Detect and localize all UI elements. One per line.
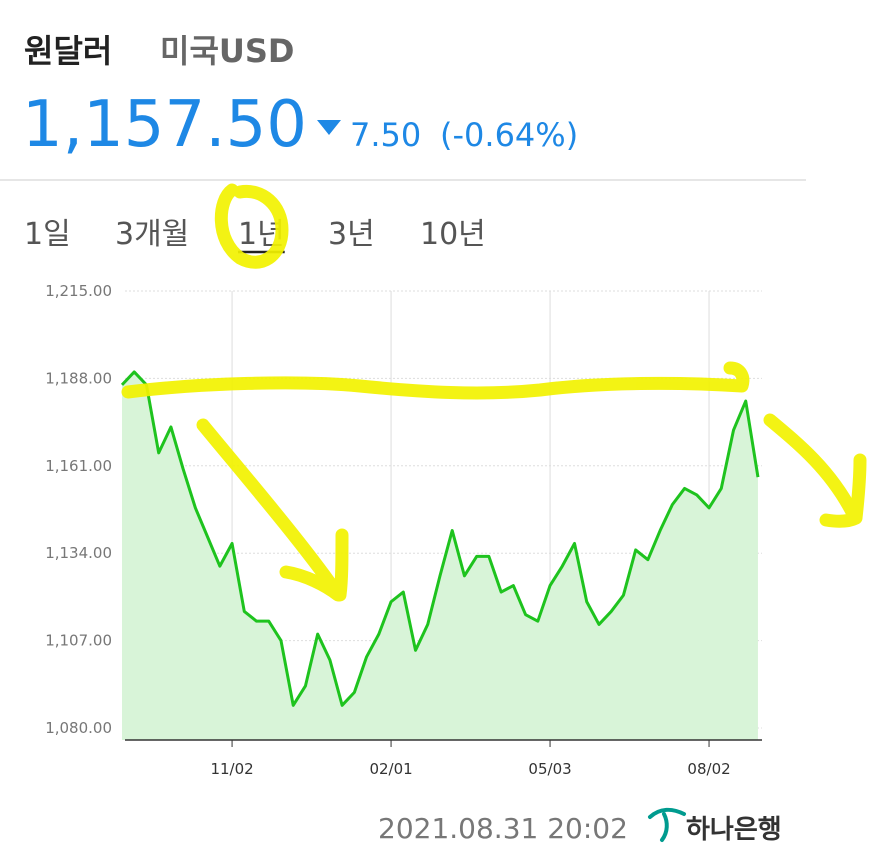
tab[interactable]: 3개월 [115,217,189,252]
subtitle: 미국USD [160,32,294,70]
line [120,370,760,707]
x-tick-label: 11/02 [210,760,253,778]
change-percent: (-0.64%) [440,116,578,154]
tab-bar: 1일 3개월 1년 3년 10년 [24,217,486,254]
y-tick-label: 1,215.00 [45,282,112,300]
area [122,371,758,740]
x-tick-label: 02/01 [369,760,412,778]
price: 1,157.50 [22,88,307,162]
y-tick-label: 1,107.00 [45,632,112,650]
x-tick-label: 08/02 [687,760,730,778]
y-tick-label: 1,188.00 [45,369,112,387]
highlight-arrow [196,418,349,602]
y-tick-label: 1,080.00 [45,719,112,737]
chart: 1,080.00 1,107.00 1,134.00 1,161.00 1,188.00… [45,282,762,778]
tab[interactable]: 10년 [420,217,486,252]
tab[interactable]: 3년 [328,217,375,252]
y-tick-label: 1,134.00 [45,544,112,562]
x-tick-label: 05/03 [528,760,571,778]
annotations [121,183,867,602]
timestamp: 2021.08.31 20:02 [378,812,628,845]
bank-logo [648,807,686,842]
highlight-circle [214,183,289,269]
title: 원달러 [24,32,112,70]
highlight-line [121,361,750,400]
tab[interactable]: 1일 [24,217,71,252]
bank-name: 하나은행 [686,815,782,845]
change: 7.50 [350,116,421,154]
down-arrow [317,120,341,135]
y-tick-label: 1,161.00 [45,457,112,475]
highlight-arrow [763,413,867,528]
